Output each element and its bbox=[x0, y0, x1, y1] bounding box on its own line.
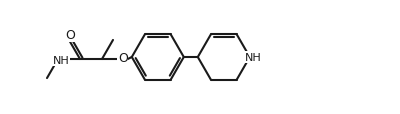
Text: O: O bbox=[118, 52, 128, 65]
Text: O: O bbox=[65, 29, 75, 42]
Text: NH: NH bbox=[244, 53, 261, 62]
Text: NH: NH bbox=[53, 56, 69, 65]
